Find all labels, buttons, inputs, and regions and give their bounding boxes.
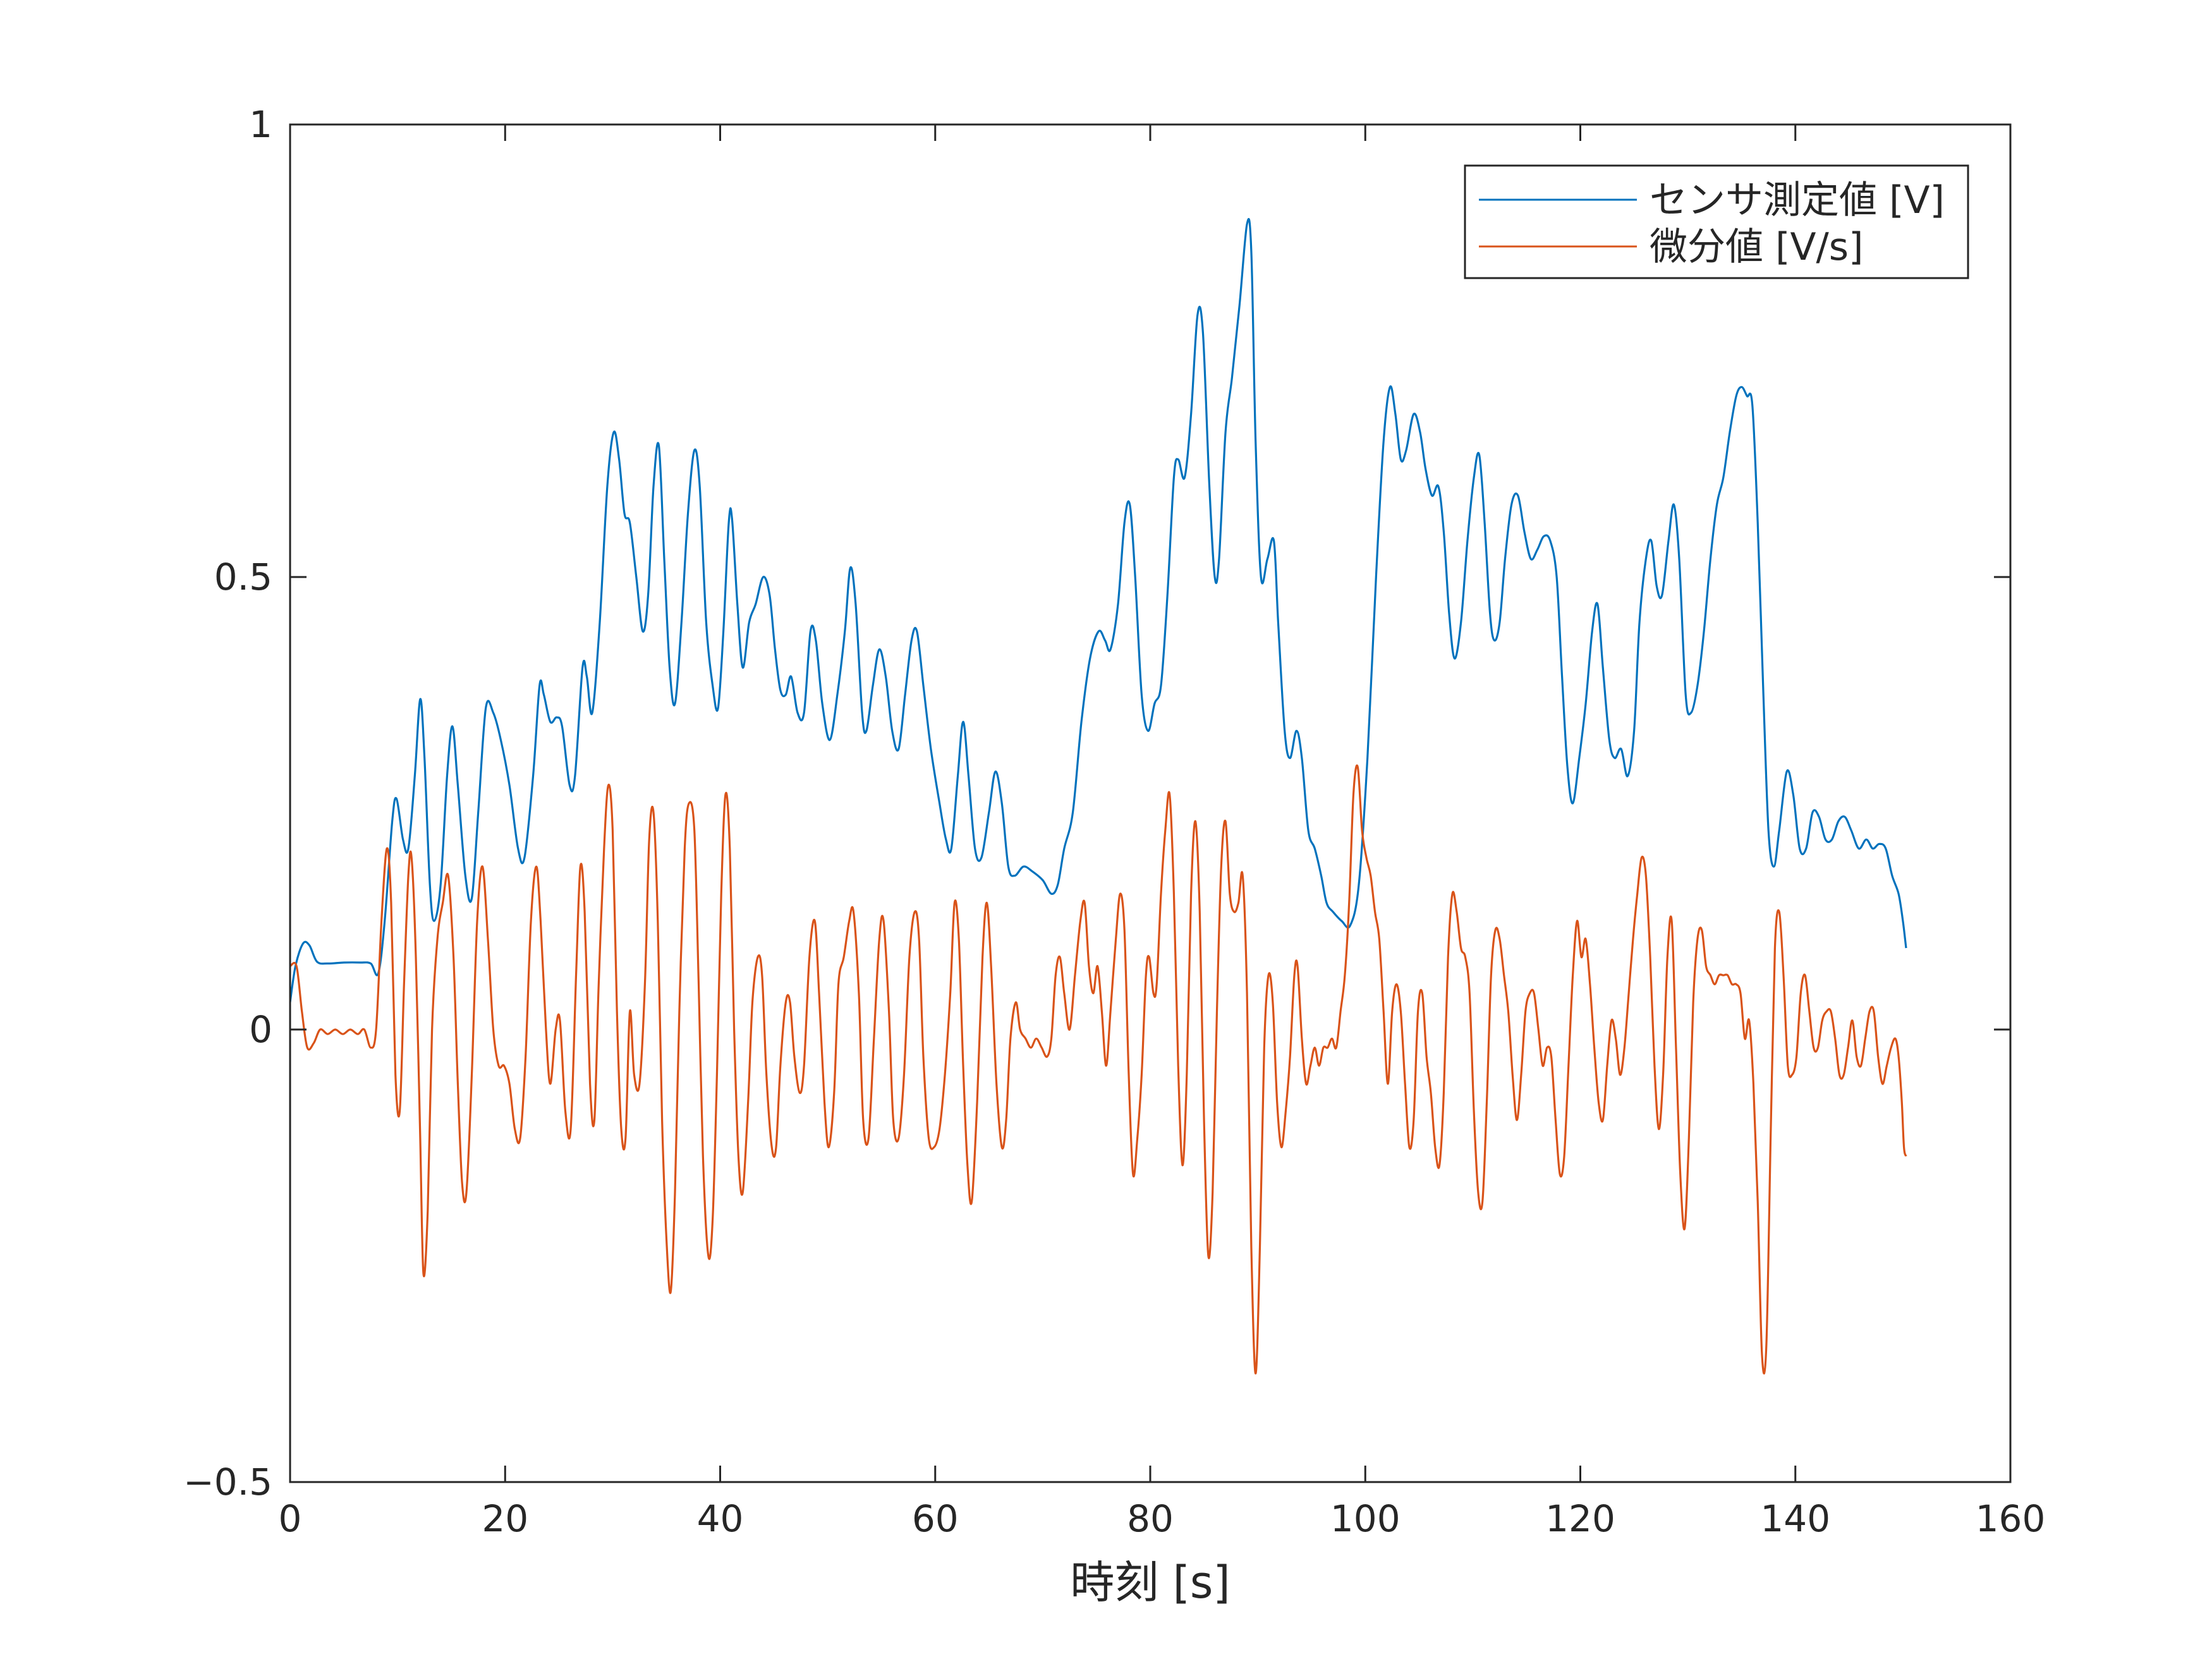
x-axis-label: 時刻 [s] <box>1070 1557 1230 1608</box>
y-tick-label: −0.5 <box>183 1461 272 1504</box>
y-tick-label: 0 <box>249 1008 272 1051</box>
x-tick-label: 160 <box>1976 1497 2046 1540</box>
x-tick-label: 60 <box>912 1497 959 1540</box>
legend-label-derivative: 微分値 [V/s] <box>1650 225 1863 269</box>
series-line-sensor <box>289 217 1907 1003</box>
series-line-derivative <box>289 764 1907 1375</box>
series-layer <box>289 217 1907 1375</box>
x-tick-label: 140 <box>1760 1497 1830 1540</box>
legend: センサ測定値 [V] 微分値 [V/s] <box>1464 164 1969 279</box>
legend-box <box>1464 164 1969 279</box>
plot-area: 0 20 40 60 80 100 120 140 160 −0.500.51 <box>183 103 2045 1540</box>
x-tick-label: 20 <box>482 1497 528 1540</box>
x-tick-label: 100 <box>1330 1497 1401 1540</box>
x-tick-label: 80 <box>1127 1497 1174 1540</box>
y-axis: −0.5 0 0.5 1 <box>183 103 2010 1504</box>
x-axis: 0 20 40 60 80 100 120 140 160 <box>279 125 2046 1540</box>
x-tick-label: 40 <box>697 1497 744 1540</box>
y-tick-label: 1 <box>249 103 272 146</box>
y-tick-label: 0.5 <box>214 556 272 599</box>
legend-label-sensor: センサ測定値 [V] <box>1650 178 1945 222</box>
x-tick-label: 0 <box>279 1497 302 1540</box>
plot-background <box>290 125 2010 1482</box>
x-tick-label: 120 <box>1545 1497 1615 1540</box>
